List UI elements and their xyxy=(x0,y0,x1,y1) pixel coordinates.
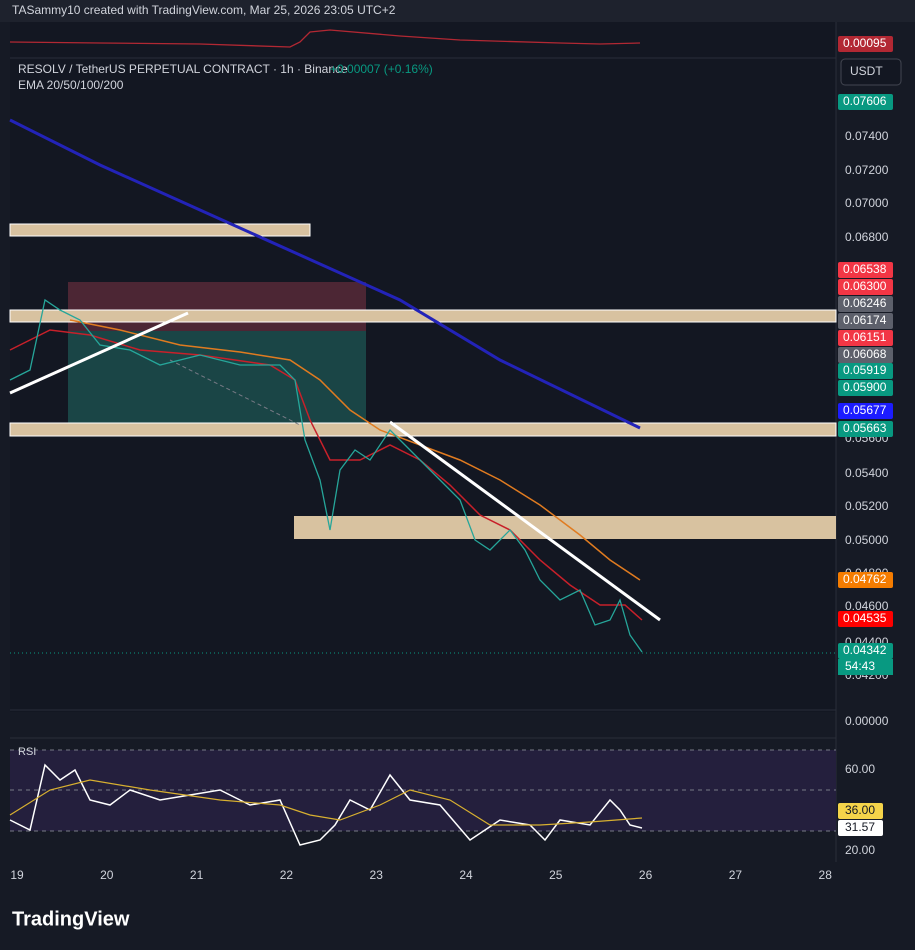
time-tick-label: 26 xyxy=(639,868,653,882)
ema-200 xyxy=(9,118,641,430)
price-tick-label: 0.05200 xyxy=(845,499,889,513)
price-tick-label: 0.07000 xyxy=(845,196,889,210)
price-tag-label: 0.05919 xyxy=(843,363,887,377)
trend-line xyxy=(9,311,189,395)
price-tick-label: 0.07200 xyxy=(845,163,889,177)
price-tag-label: 0.05900 xyxy=(843,380,887,394)
rsi-tick-label: 60.00 xyxy=(845,762,875,776)
currency-button[interactable] xyxy=(840,58,902,86)
price-tag-label: 0.05677 xyxy=(843,403,887,417)
time-tick-label: 19 xyxy=(10,868,24,882)
rsi-title: RSI xyxy=(18,746,36,758)
price-tag-label: 0.05663 xyxy=(843,421,887,435)
price-tag xyxy=(838,347,893,363)
price-tick-label: 0.06800 xyxy=(845,230,889,244)
zone-box xyxy=(294,516,836,539)
rsi-ma xyxy=(9,779,643,826)
price-tag xyxy=(838,279,893,295)
rsi-tag-label: 31.57 xyxy=(845,820,875,834)
price-tick-label: 0.05400 xyxy=(845,466,889,480)
price-tag-label: 0.06068 xyxy=(843,347,887,361)
zone-box xyxy=(9,422,837,437)
price-tag-label: 0.04535 xyxy=(843,611,887,625)
zone-box xyxy=(9,309,837,323)
indicator: EMA 20/50/100/200 xyxy=(18,78,124,92)
rsi-tag xyxy=(838,820,883,836)
price-tag xyxy=(838,330,893,346)
price-tag xyxy=(838,262,893,278)
price-tag-label: 0.06538 xyxy=(843,262,887,276)
short-zone xyxy=(68,282,366,331)
price-tag-label: 0.04762 xyxy=(843,572,887,586)
time-tick-label: 21 xyxy=(190,868,204,882)
price-tag-label: 0.07606 xyxy=(843,94,887,108)
price-tag-label: 0.06300 xyxy=(843,279,887,293)
price-tag xyxy=(838,403,893,419)
ema-50 xyxy=(69,319,641,581)
price-tag xyxy=(838,611,893,627)
price-line xyxy=(9,298,643,653)
countdown: 54:43 xyxy=(845,659,875,673)
price-tag xyxy=(838,572,893,588)
time-tick-label: 22 xyxy=(280,868,294,882)
indicator-tag-label: 0.00095 xyxy=(843,36,887,50)
price-tag xyxy=(838,363,893,379)
price-tag xyxy=(838,643,893,659)
top-indicator-line xyxy=(9,29,641,48)
credit: TASammy10 created with TradingView.com, … xyxy=(12,3,396,17)
time-tick-label: 25 xyxy=(549,868,563,882)
price-tag xyxy=(838,380,893,396)
price-tag xyxy=(838,296,893,312)
price-tag xyxy=(838,94,893,110)
rsi-line xyxy=(9,763,643,846)
time-tick-label: 24 xyxy=(459,868,473,882)
currency[interactable]: USDT xyxy=(850,64,883,78)
price-tag xyxy=(838,421,893,437)
price-tag-label: 0.06174 xyxy=(843,313,887,327)
price-tick-label: 0.07400 xyxy=(845,129,889,143)
price-tick-label: 0.05000 xyxy=(845,533,889,547)
trend-line xyxy=(389,420,661,622)
price-tag-label: 0.06246 xyxy=(843,296,887,310)
logo: TradingView xyxy=(12,908,130,930)
price-tick-label: 0.00000 xyxy=(845,714,889,728)
price-tag xyxy=(838,313,893,329)
time-tick-label: 20 xyxy=(100,868,114,882)
time-tick-label: 27 xyxy=(729,868,743,882)
rsi-tag-label: 36.00 xyxy=(845,803,875,817)
symbol: RESOLV / TetherUS PERPETUAL CONTRACT · 1… xyxy=(18,62,348,76)
rsi-tick-label: 20.00 xyxy=(845,843,875,857)
price-tick-label: 0.04600 xyxy=(845,599,889,613)
change: +0.00007 (+0.16%) xyxy=(330,62,433,76)
time-tick-label: 28 xyxy=(819,868,833,882)
countdown-tag xyxy=(838,659,893,675)
indicator-tag xyxy=(838,36,893,52)
projection-line xyxy=(169,359,301,426)
rsi-tag xyxy=(838,803,883,819)
price-tag-label: 0.06151 xyxy=(843,330,887,344)
time-tick-label: 23 xyxy=(370,868,384,882)
zone-box xyxy=(9,223,311,237)
credit-bar xyxy=(0,0,915,22)
long-zone xyxy=(68,331,366,428)
price-tag-label: 0.04342 xyxy=(843,643,887,657)
